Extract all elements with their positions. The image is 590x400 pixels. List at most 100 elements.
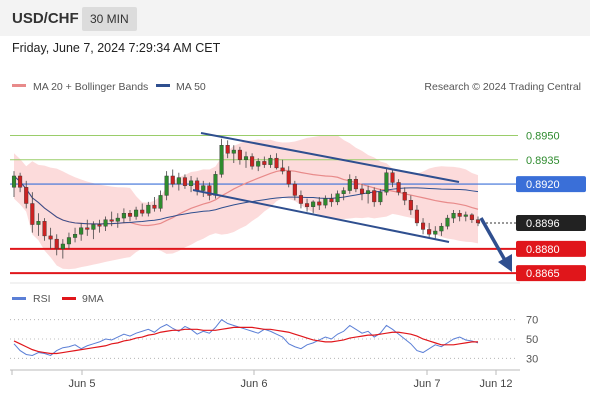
candle bbox=[274, 153, 279, 170]
candle bbox=[158, 190, 163, 212]
candle bbox=[24, 180, 29, 209]
candle-body bbox=[256, 161, 261, 167]
candle bbox=[408, 195, 413, 215]
candle bbox=[439, 222, 444, 236]
candle bbox=[457, 209, 462, 222]
candle-body bbox=[60, 243, 65, 250]
chart-datetime: Friday, June 7, 2024 7:29:34 AM CET bbox=[12, 41, 221, 55]
candle bbox=[30, 192, 35, 233]
candle-body bbox=[11, 175, 17, 188]
rsi-tick-label: 50 bbox=[526, 334, 538, 346]
candle bbox=[11, 171, 17, 198]
candle bbox=[146, 201, 151, 217]
candle bbox=[176, 172, 181, 191]
candle bbox=[121, 208, 126, 223]
candle bbox=[54, 234, 59, 256]
ma50-line bbox=[13, 175, 479, 225]
candle-body bbox=[73, 234, 78, 238]
channel-upper-line bbox=[200, 132, 460, 183]
candle bbox=[250, 153, 255, 170]
candle bbox=[475, 216, 481, 227]
candle bbox=[305, 198, 310, 212]
timeframe-badge[interactable]: 30 MIN bbox=[82, 7, 137, 31]
candle-body bbox=[421, 222, 426, 230]
candle bbox=[445, 214, 450, 230]
ma20-legend-swatch bbox=[12, 84, 26, 87]
candle bbox=[237, 146, 242, 165]
candle-body bbox=[237, 149, 242, 160]
credit-text: Research © 2024 Trading Central bbox=[424, 81, 581, 93]
pivot-label: 0.8920 bbox=[516, 176, 586, 193]
candle bbox=[347, 174, 352, 194]
candle bbox=[256, 158, 261, 172]
rsi-legend-swatch bbox=[12, 297, 26, 300]
candle bbox=[170, 169, 175, 188]
candle bbox=[115, 213, 120, 228]
candle bbox=[243, 151, 249, 168]
candle-body bbox=[372, 190, 377, 203]
candle-body bbox=[305, 203, 310, 207]
candle bbox=[60, 239, 65, 259]
candle bbox=[231, 145, 236, 164]
candle bbox=[463, 211, 468, 222]
candle-body bbox=[189, 180, 194, 186]
candle bbox=[42, 218, 47, 241]
candle bbox=[469, 213, 474, 223]
candle bbox=[164, 171, 169, 201]
candle-body bbox=[24, 187, 29, 204]
candle-body bbox=[213, 174, 218, 196]
candle bbox=[311, 200, 316, 214]
candle bbox=[66, 232, 71, 249]
x-axis-tick-label: Jun 5 bbox=[69, 378, 96, 390]
candle-body bbox=[103, 219, 108, 227]
candle-body bbox=[280, 167, 285, 172]
candle-body bbox=[146, 204, 151, 214]
candle bbox=[262, 156, 267, 168]
candle-body bbox=[341, 190, 346, 194]
projection-arrow-head bbox=[498, 254, 512, 272]
candle-body bbox=[457, 213, 462, 217]
candle-body bbox=[121, 213, 126, 219]
candle bbox=[414, 205, 419, 227]
candle bbox=[402, 187, 407, 206]
candle-body bbox=[475, 219, 481, 224]
x-axis-tick-label: Jun 6 bbox=[241, 378, 268, 390]
support-label-1-box bbox=[516, 240, 586, 257]
last-price-label: 0.8896 bbox=[516, 214, 586, 231]
candle-body bbox=[292, 183, 297, 196]
candle bbox=[18, 172, 23, 193]
candle-body bbox=[286, 170, 291, 185]
candle bbox=[225, 140, 230, 159]
support-label-1: 0.8880 bbox=[516, 240, 586, 257]
candle-body bbox=[152, 204, 157, 209]
candle bbox=[103, 216, 108, 232]
candle-body bbox=[176, 177, 181, 185]
candle bbox=[201, 180, 206, 198]
candle bbox=[372, 187, 377, 207]
x-axis-tick-label: Jun 12 bbox=[479, 378, 512, 390]
candle-body bbox=[48, 235, 53, 240]
rsi9-legend-label: 9MA bbox=[82, 293, 104, 305]
rsi-9ma-line bbox=[13, 326, 478, 355]
candle-body bbox=[79, 227, 84, 235]
candle-body bbox=[109, 219, 114, 222]
candle bbox=[189, 175, 194, 193]
resistance-label-2-text: 0.8935 bbox=[526, 155, 560, 167]
candle-body bbox=[433, 230, 438, 235]
candle bbox=[421, 218, 426, 235]
candle-body bbox=[30, 203, 35, 225]
candle bbox=[134, 206, 139, 220]
candle-body bbox=[451, 213, 456, 219]
candle-body bbox=[378, 191, 383, 203]
rsi9-legend-swatch bbox=[62, 297, 76, 300]
rsi-line bbox=[13, 319, 479, 356]
candle bbox=[286, 166, 291, 188]
chart-header: USD/CHF 30 MIN bbox=[0, 0, 590, 36]
resistance-label-2: 0.8935 bbox=[526, 155, 560, 167]
candle-body bbox=[427, 229, 432, 235]
candle bbox=[207, 182, 212, 201]
candle-body bbox=[408, 200, 413, 211]
candle bbox=[127, 209, 133, 222]
candle bbox=[298, 190, 303, 209]
candle-body bbox=[268, 157, 273, 165]
